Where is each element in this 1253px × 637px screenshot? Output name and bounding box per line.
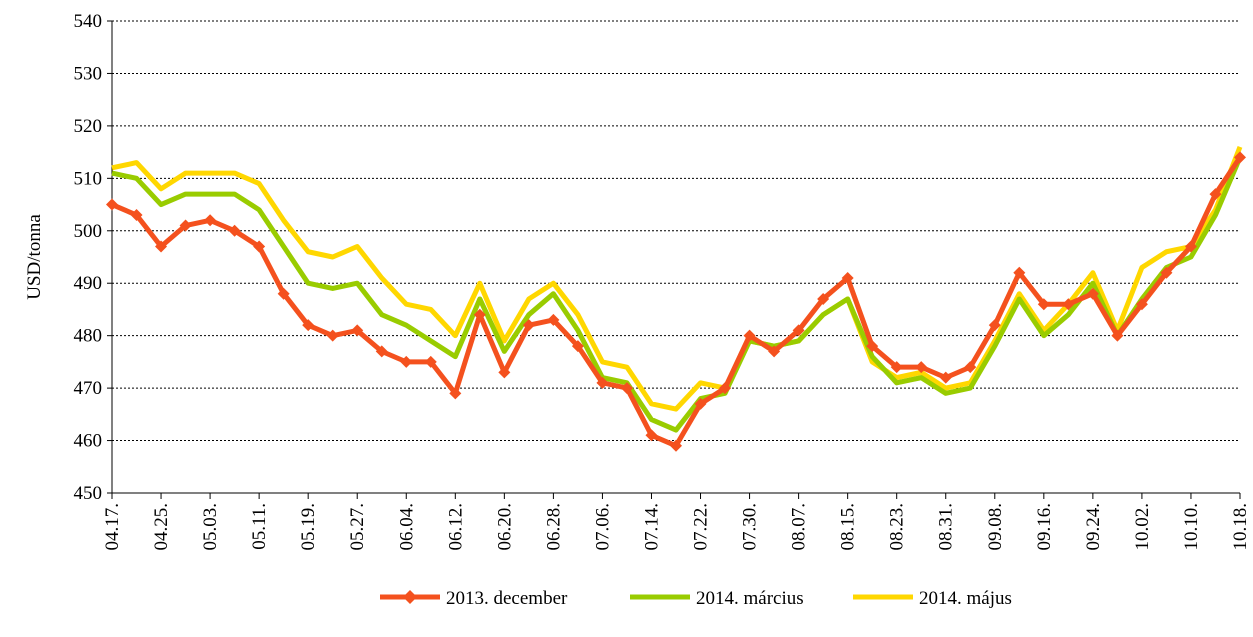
x-tick-label: 06.12. (445, 503, 466, 551)
point-marker (228, 224, 241, 237)
x-tick-label: 09.24. (1083, 503, 1104, 551)
x-tick-label: 05.19. (298, 503, 319, 551)
point-marker (694, 397, 707, 410)
x-tick-label: 07.30. (740, 503, 761, 551)
series-line (111, 156, 1243, 433)
point-marker (155, 240, 168, 253)
point-marker (743, 329, 756, 342)
x-tick-label: 08.15. (838, 503, 859, 551)
series-line (111, 145, 1243, 412)
point-marker (915, 361, 928, 374)
point-marker (400, 355, 413, 368)
point-marker (1135, 298, 1148, 311)
point-marker (1086, 287, 1099, 300)
point-marker (768, 345, 781, 358)
point-marker (841, 271, 854, 284)
point-marker (1013, 266, 1026, 279)
y-tick-label: 540 (74, 11, 103, 32)
x-tick-label: 07.22. (691, 503, 712, 551)
point-marker (964, 361, 977, 374)
point-marker (1160, 266, 1173, 279)
y-tick-label: 530 (74, 63, 103, 84)
x-tick-label: 10.18. (1230, 503, 1251, 551)
point-marker (1062, 298, 1075, 311)
point-marker (1037, 298, 1050, 311)
legend-label: 2013. december (446, 588, 568, 609)
x-tick-label: 08.31. (936, 503, 957, 551)
y-axis-label: USD/tonna (24, 214, 45, 300)
point-marker (1209, 188, 1222, 201)
point-marker (547, 313, 560, 326)
x-tick-label: 04.25. (151, 503, 172, 551)
point-marker (326, 329, 339, 342)
point-marker (1111, 329, 1124, 342)
point-marker (988, 319, 1001, 332)
point-marker (792, 324, 805, 337)
x-tick-label: 07.14. (641, 503, 662, 551)
point-marker (1184, 240, 1197, 253)
x-tick-label: 10.10. (1181, 503, 1202, 551)
x-tick-label: 05.03. (200, 503, 221, 551)
x-tick-label: 08.23. (887, 503, 908, 551)
legend-label: 2014. március (696, 588, 804, 609)
point-marker (277, 287, 290, 300)
point-marker (253, 240, 266, 253)
point-marker (130, 209, 143, 222)
point-marker (596, 376, 609, 389)
x-tick-label: 09.16. (1034, 503, 1055, 551)
point-marker (424, 355, 437, 368)
x-tick-label: 08.07. (789, 503, 810, 551)
point-marker (1234, 151, 1246, 164)
point-marker (204, 214, 217, 227)
point-marker (571, 340, 584, 353)
point-marker (522, 319, 535, 332)
y-tick-label: 490 (74, 273, 103, 294)
point-marker (106, 198, 118, 211)
point-marker (351, 324, 364, 337)
point-marker (719, 382, 732, 395)
point-marker (645, 429, 658, 442)
x-tick-label: 05.27. (347, 503, 368, 551)
x-tick-label: 06.04. (396, 503, 417, 551)
point-marker (302, 319, 315, 332)
x-tick-label: 04.17. (102, 503, 123, 551)
point-marker (473, 308, 486, 321)
point-marker (939, 371, 952, 384)
y-tick-label: 460 (74, 431, 103, 452)
x-tick-label: 09.08. (985, 503, 1006, 551)
point-marker (670, 439, 682, 452)
legend-marker (403, 590, 417, 604)
point-marker (449, 387, 462, 400)
legend-label: 2014. május (919, 588, 1012, 609)
point-marker (890, 361, 903, 374)
y-tick-label: 480 (74, 326, 103, 347)
y-tick-label: 520 (74, 116, 103, 137)
point-marker (817, 292, 830, 305)
point-marker (866, 340, 879, 353)
y-tick-label: 450 (74, 483, 103, 504)
x-tick-label: 06.20. (494, 503, 515, 551)
point-marker (620, 382, 633, 395)
y-tick-label: 510 (74, 168, 103, 189)
point-marker (498, 366, 511, 379)
x-tick-label: 07.06. (592, 503, 613, 551)
x-tick-label: 05.11. (249, 503, 270, 550)
x-tick-label: 10.02. (1132, 503, 1153, 551)
x-tick-label: 06.28. (543, 503, 564, 551)
point-marker (375, 345, 388, 358)
point-marker (179, 219, 192, 232)
y-tick-label: 500 (74, 221, 103, 242)
y-tick-label: 470 (74, 378, 103, 399)
